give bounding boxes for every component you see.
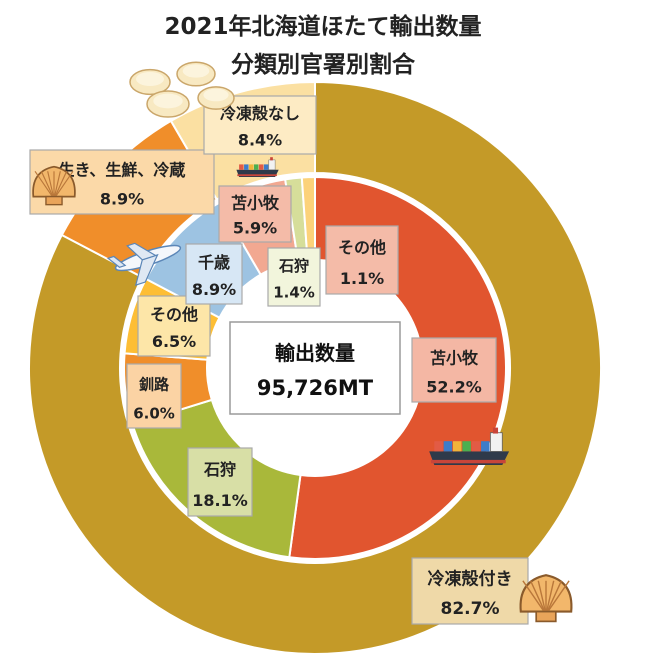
inner-label-4-value: 6.5% [152,332,196,351]
inner-label-5-box [185,243,243,305]
inner-label-1-box [411,337,497,403]
inner-label-4-name: その他 [150,305,198,324]
scallops-pile-icon [129,61,235,118]
inner-label-5-value: 8.9% [192,280,236,299]
outer-label-1: 冷凍殻付き 82.7% [411,557,529,625]
inner-label-2: 石狩 18.1% [187,447,253,517]
inner-label-7-name: 石狩 [278,257,309,275]
inner-label-4-box [137,295,211,357]
scallop-shell-icon [32,165,76,206]
inner-label-3: 釧路 6.0% [126,363,182,429]
cargo-ship-icon-large [429,427,510,465]
outer-label-1-name: 冷凍殻付き [428,568,513,589]
inner-label-8-box [325,225,399,295]
inner-label-7-box [267,247,321,307]
scallop-shell-icon-large [519,574,573,623]
inner-label-8-name: その他 [338,238,386,257]
outer-label-3-value: 8.4% [238,130,282,149]
inner-label-2-box [187,447,253,517]
cargo-ship-icon-small [236,157,279,177]
inner-label-7: 石狩 1.4% [267,247,321,307]
inner-label-6-value: 5.9% [233,219,277,238]
inner-label-3-name: 釧路 [139,376,170,394]
inner-label-6: 苫小牧 5.9% [218,185,292,243]
outer-label-2-value: 8.9% [100,189,144,208]
inner-label-8-value: 1.1% [340,269,384,288]
airplane-icon [106,242,182,287]
outer-label-1-box [411,557,529,625]
inner-label-4: その他 6.5% [137,295,211,357]
inner-label-8: その他 1.1% [325,225,399,295]
inner-label-3-box [126,363,182,429]
outer-label-2-name: 生き、生鮮、冷蔵 [59,161,186,180]
inner-label-5: 千歳 8.9% [185,243,243,305]
inner-label-1-name: 苫小牧 [430,349,479,368]
inner-label-2-value: 18.1% [192,491,248,510]
inner-label-6-box [218,185,292,243]
chart-title: 2021年北海道ほたて輸出数量 [164,13,481,40]
outer-label-1-value: 82.7% [441,599,500,619]
outer-slice-1 [28,80,602,655]
chart-subtitle: 分類別官署別割合 [231,51,416,78]
inner-label-1-value: 52.2% [426,377,482,396]
outer-label-3-name: 冷凍殻なし [220,104,300,123]
inner-label-7-value: 1.4% [273,283,315,301]
inner-label-3-value: 6.0% [133,404,175,422]
inner-label-1: 苫小牧 52.2% [411,337,497,403]
inner-label-2-name: 石狩 [203,460,236,479]
center-total-box: 輸出数量 95,726MT [229,321,401,415]
center-label: 輸出数量 [275,341,355,365]
inner-label-5-name: 千歳 [198,253,230,272]
center-value: 95,726MT [257,376,374,400]
inner-label-6-name: 苫小牧 [231,193,280,212]
